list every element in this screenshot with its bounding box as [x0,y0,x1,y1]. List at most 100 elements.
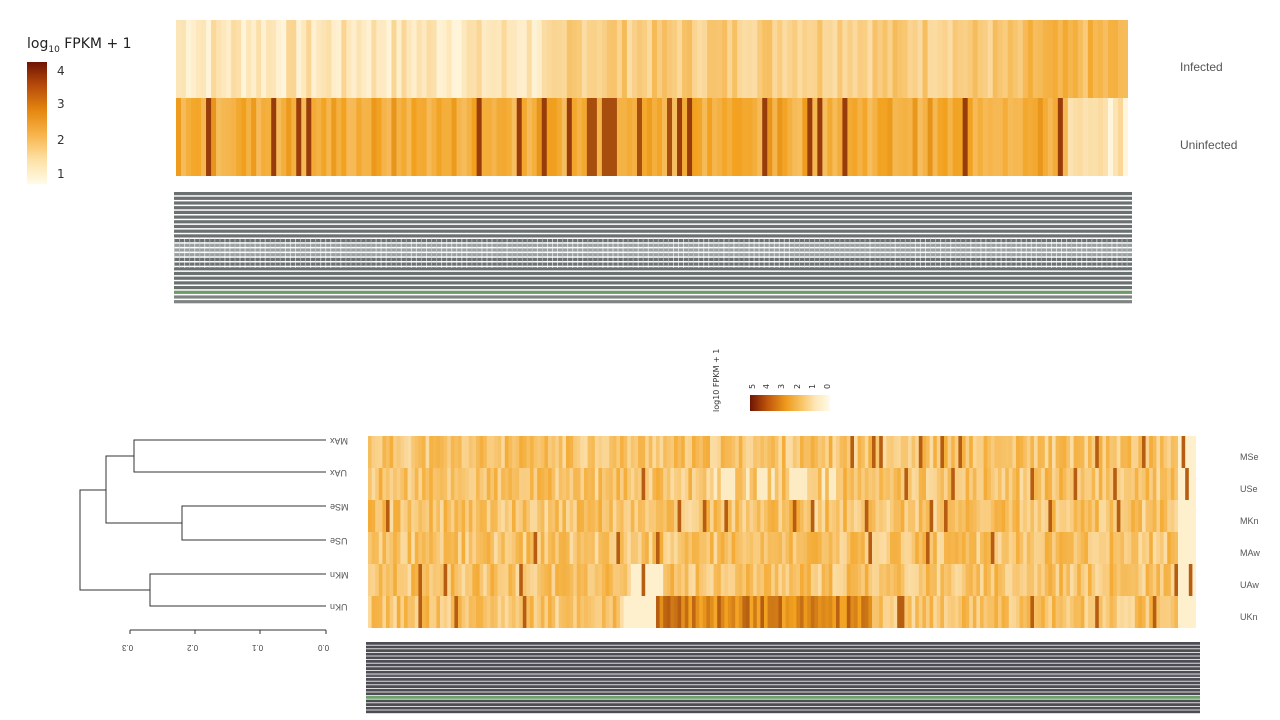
heatmap-cell [915,564,920,596]
heatmap-cell [998,436,1003,468]
heatmap-cell [828,436,833,468]
heatmap-cell [818,500,823,532]
heatmap-cell [917,98,924,176]
heatmap-cell [382,596,387,628]
heatmap-cell [530,436,535,468]
heatmap-cell [1163,468,1168,500]
heatmap-cell [972,468,977,500]
label-line [366,699,1200,703]
heatmap-cell [368,564,373,596]
heatmap-cell [663,468,668,500]
heatmap-cell [479,564,484,596]
label-tick [849,238,851,268]
heatmap-cell [612,468,617,500]
heatmap-cell [291,98,297,176]
heatmap-cell [918,564,923,596]
dendro-axis-0.3: 0.3 [122,643,134,652]
heatmap-cell [767,20,773,98]
heatmap-cell [573,564,578,596]
heatmap-cell [531,98,538,176]
heatmap-cell [530,532,535,564]
heatmap-cell [1030,532,1035,564]
heatmap-cell [422,500,427,532]
heatmap-cell [771,500,776,532]
heatmap-cell [951,596,956,628]
heatmap-cell [1088,596,1093,628]
heatmap-cell [688,500,693,532]
heatmap-cell [1057,98,1064,176]
heatmap-cell [621,20,628,98]
heatmap-cell [771,532,776,564]
heatmap-cell [645,564,650,596]
label-line [174,290,1132,294]
heatmap-cell [1044,564,1049,596]
heatmap-cell [904,564,909,596]
dendro-axis-0.2: 0.2 [187,643,199,652]
heatmap-cell [1016,468,1021,500]
heatmap-cell [699,532,704,564]
heatmap-cell [271,20,277,98]
heatmap-cell [707,20,713,98]
heatmap-cell [241,98,247,176]
heatmap-cell [256,20,262,98]
heatmap-cell [389,596,394,628]
heatmap-cell [1102,20,1109,98]
heatmap-cell [544,500,549,532]
heatmap-cell [580,436,585,468]
heatmap-cell [864,596,869,628]
label-tick [426,238,427,268]
heatmap-cell [236,98,242,176]
heatmap-cell [1023,564,1028,596]
heatmap-cell [735,500,740,532]
heatmap-cell [1059,468,1064,500]
heatmap-cell [1156,468,1161,500]
label-tick [501,238,503,268]
heatmap-cell [1005,436,1010,468]
heatmap-cell [616,20,623,98]
heatmap-cell [396,468,401,500]
heatmap-cell [684,500,689,532]
heatmap-cell [605,500,610,532]
label-tick [713,238,715,268]
heatmap-cell [817,98,823,176]
heatmap-cell [1087,98,1094,176]
heatmap-cell [965,468,970,500]
heatmap-cell [1163,500,1168,532]
label-tick [431,238,432,268]
heatmap-cell [724,436,729,468]
heatmap-cell [465,436,470,468]
heatmap-cell [879,564,884,596]
heatmap-cell [411,98,418,176]
label-tick [768,238,770,268]
heatmap-cell [1052,20,1059,98]
heatmap-cell [432,436,437,468]
heatmap-cell [1181,596,1186,628]
heatmap-cell [933,564,938,596]
heatmap-cell [486,436,491,468]
heatmap-cell [1062,564,1067,596]
heatmap-cell [922,532,927,564]
label-tick [345,238,347,268]
heatmap-cell [516,98,523,176]
heatmap-cell [400,532,405,564]
heatmap-cell [882,20,889,98]
heatmap-cell [296,20,302,98]
heatmap-cell [306,98,312,176]
heatmap-cell [479,468,484,500]
label-tick [254,238,256,268]
heatmap-cell [346,98,352,176]
heatmap-cell [1034,532,1039,564]
heatmap-cell [1062,98,1069,176]
heatmap-cell [375,532,380,564]
heatmap-cell [688,532,693,564]
heatmap-cell [1152,468,1157,500]
heatmap-cell [688,436,693,468]
heatmap-cell [271,98,277,176]
heatmap-cell [512,500,517,532]
heatmap-cell [962,20,969,98]
heatmap-cell [1034,500,1039,532]
heatmap-cell [850,436,855,468]
heatmap-cell [508,468,513,500]
heatmap-cell [882,98,889,176]
heatmap-cell [598,596,603,628]
